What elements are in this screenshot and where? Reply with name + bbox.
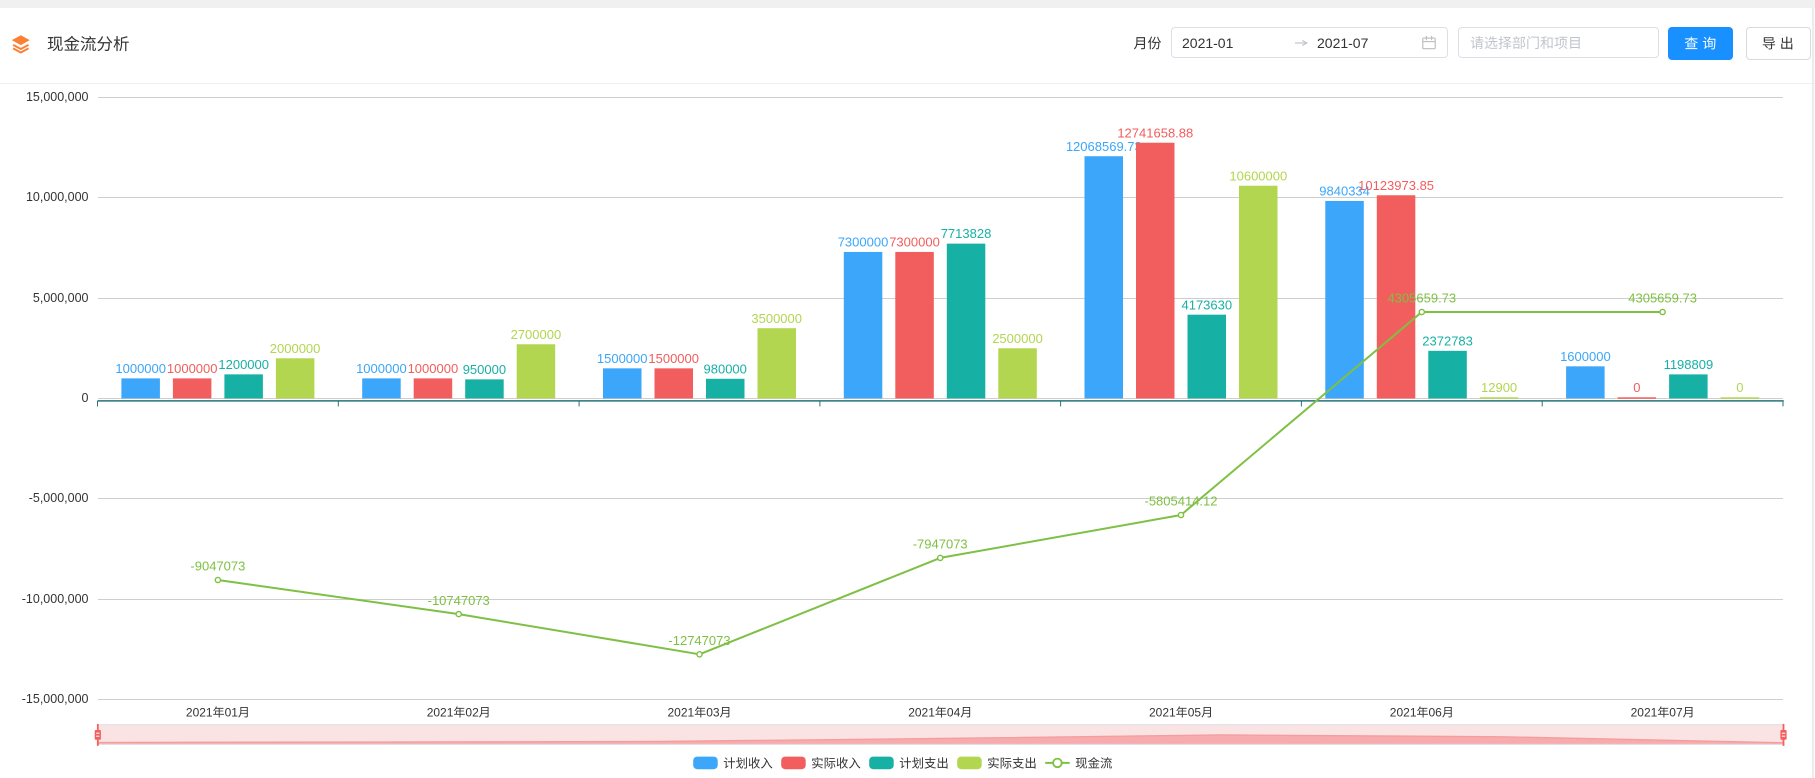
svg-text:1000000: 1000000 [167, 361, 218, 376]
svg-text:-12747073: -12747073 [668, 633, 730, 648]
svg-text:-9047073: -9047073 [190, 559, 245, 574]
svg-text:2021: 2021 [1631, 706, 1658, 720]
svg-text:1200000: 1200000 [218, 357, 269, 372]
svg-text:12900: 12900 [1481, 380, 1517, 395]
svg-text:03: 03 [706, 706, 720, 720]
svg-text:05: 05 [1188, 706, 1202, 720]
svg-text:980000: 980000 [704, 361, 747, 376]
svg-text:10600000: 10600000 [1229, 168, 1287, 183]
svg-text:-5,000,000: -5,000,000 [29, 491, 89, 505]
svg-text:2700000: 2700000 [511, 327, 562, 342]
svg-text:2021: 2021 [186, 706, 213, 720]
svg-text:2021: 2021 [668, 706, 695, 720]
svg-text:0: 0 [1736, 380, 1743, 395]
svg-text:06: 06 [1429, 706, 1443, 720]
svg-text:0: 0 [1633, 380, 1640, 395]
svg-text:-10747073: -10747073 [428, 593, 490, 608]
svg-text:10123973.85: 10123973.85 [1358, 178, 1434, 193]
svg-text:7713828: 7713828 [941, 226, 992, 241]
svg-text:12068569.73: 12068569.73 [1066, 139, 1142, 154]
svg-text:4305659.73: 4305659.73 [1628, 291, 1697, 306]
svg-text:2372783: 2372783 [1422, 333, 1473, 348]
svg-text:1000000: 1000000 [408, 361, 459, 376]
svg-text:2021: 2021 [427, 706, 454, 720]
svg-text:12741658.88: 12741658.88 [1117, 125, 1193, 140]
svg-text:01: 01 [225, 706, 239, 720]
svg-text:2500000: 2500000 [992, 331, 1043, 346]
svg-text:1500000: 1500000 [597, 351, 648, 366]
svg-text:2021: 2021 [1149, 706, 1176, 720]
svg-text:1198809: 1198809 [1664, 357, 1714, 372]
svg-text:0: 0 [82, 391, 89, 405]
svg-text:2021: 2021 [1390, 706, 1417, 720]
svg-text:2021: 2021 [908, 706, 935, 720]
svg-text:2000000: 2000000 [270, 341, 321, 356]
svg-text:-7947073: -7947073 [913, 537, 968, 552]
svg-text:9840334: 9840334 [1319, 184, 1370, 199]
svg-text:7300000: 7300000 [889, 235, 940, 250]
svg-text:1000000: 1000000 [115, 361, 166, 376]
svg-text:07: 07 [1669, 706, 1683, 720]
svg-text:4305659.73: 4305659.73 [1387, 291, 1456, 306]
svg-text:1000000: 1000000 [356, 361, 407, 376]
svg-text:-5805414.12: -5805414.12 [1144, 494, 1217, 509]
svg-text:4173630: 4173630 [1181, 297, 1232, 312]
svg-text:02: 02 [465, 706, 479, 720]
svg-text:04: 04 [947, 706, 961, 720]
svg-text:-15,000,000: -15,000,000 [22, 692, 89, 706]
svg-text:1600000: 1600000 [1560, 349, 1611, 364]
svg-text:15,000,000: 15,000,000 [26, 90, 89, 104]
svg-text:10,000,000: 10,000,000 [26, 190, 89, 204]
svg-text:3500000: 3500000 [751, 311, 802, 326]
svg-text:5,000,000: 5,000,000 [33, 291, 89, 305]
svg-text:7300000: 7300000 [838, 235, 889, 250]
svg-text:-10,000,000: -10,000,000 [22, 592, 89, 606]
svg-text:1500000: 1500000 [648, 351, 699, 366]
svg-text:950000: 950000 [463, 362, 506, 377]
